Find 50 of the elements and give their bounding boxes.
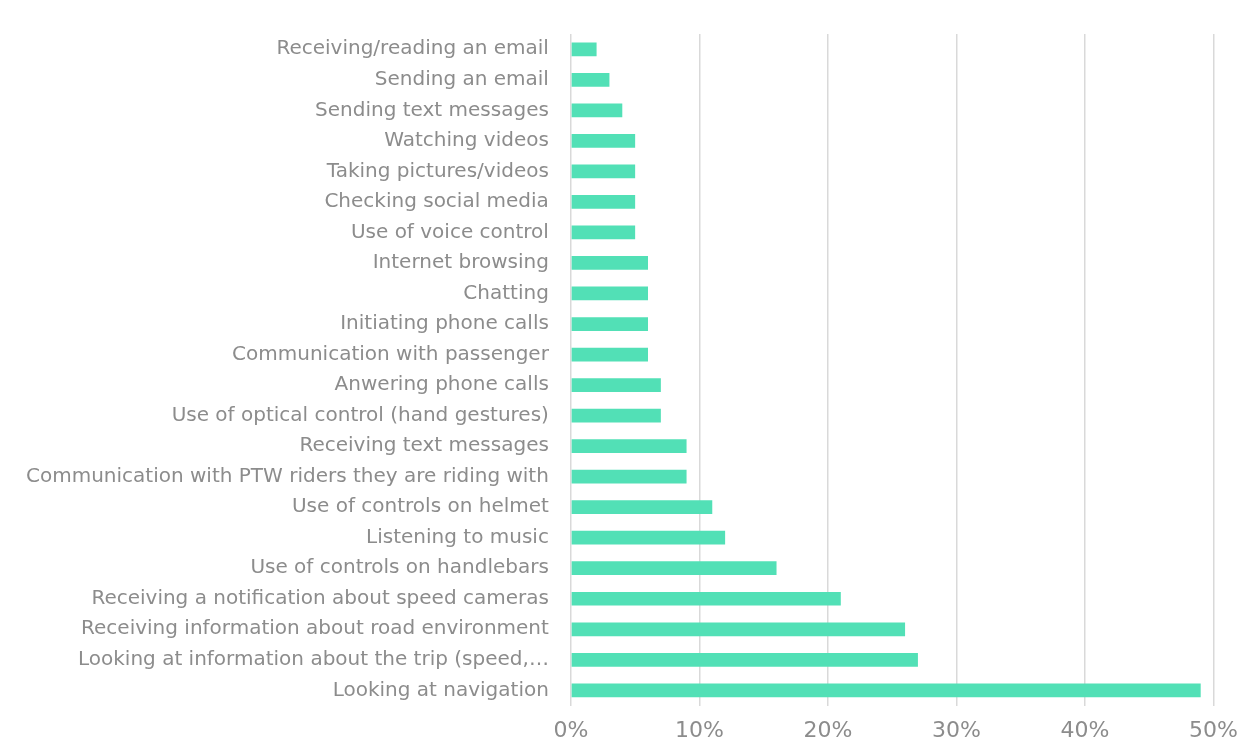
x-tick-label: 20% — [803, 716, 853, 742]
x-tick-label: 50% — [1189, 716, 1238, 742]
x-tick-label: 30% — [932, 716, 981, 742]
bar — [571, 683, 1201, 698]
y-tick-label: Anwering phone calls — [334, 371, 549, 396]
y-tick-label: Sending text messages — [315, 96, 549, 121]
y-tick-label: Receiving a notification about speed cameras — [91, 584, 549, 609]
y-tick-label: Use of voice control — [350, 218, 549, 243]
bar — [571, 256, 648, 270]
bar — [571, 164, 636, 179]
bar — [571, 439, 687, 453]
y-tick-label: Initiating phone calls — [340, 310, 549, 335]
bar — [571, 561, 777, 576]
x-tick-label: 0% — [553, 716, 589, 742]
y-tick-label: Checking social media — [324, 188, 549, 213]
y-tick-label: Use of controls on handlebars — [250, 554, 549, 579]
bar — [571, 225, 636, 240]
bar — [571, 103, 623, 118]
y-tick-label: Listening to music — [366, 523, 549, 548]
bar — [571, 530, 726, 545]
y-tick-label: Receiving/reading an email — [276, 35, 549, 60]
y-tick-label: Communication with passenger — [232, 340, 550, 365]
bar — [571, 286, 648, 301]
bar — [571, 195, 636, 209]
bar — [571, 72, 610, 87]
bar — [571, 347, 648, 362]
bar — [571, 469, 687, 484]
y-tick-label: Use of controls on helmet — [291, 493, 550, 518]
bar — [571, 622, 906, 637]
y-tick-label: Chatting — [463, 279, 549, 304]
x-tick-label: 10% — [674, 716, 724, 742]
y-tick-label: Watching videos — [384, 127, 549, 152]
y-tick-label: Sending an email — [374, 65, 549, 90]
bar — [571, 378, 661, 392]
bar — [571, 652, 918, 667]
y-tick-label: Receiving information about road environment — [81, 615, 550, 640]
bar — [571, 42, 597, 57]
y-tick-label: Communication with PTW riders they are riding with — [25, 462, 549, 487]
bar — [571, 500, 713, 515]
y-tick-label: Internet browsing — [372, 249, 549, 274]
y-tick-label: Looking at navigation — [332, 676, 549, 701]
bar — [571, 133, 636, 148]
bar — [571, 317, 648, 331]
bar — [571, 408, 661, 423]
y-tick-label: Use of optical control (hand gestures) — [171, 401, 549, 426]
y-tick-label: Looking at information about the trip (speed,… — [78, 646, 549, 671]
y-tick-label: Receiving text messages — [299, 432, 549, 457]
y-tick-label: Taking pictures/videos — [325, 157, 549, 182]
x-tick-label: 40% — [1060, 716, 1110, 742]
bar — [571, 591, 841, 606]
